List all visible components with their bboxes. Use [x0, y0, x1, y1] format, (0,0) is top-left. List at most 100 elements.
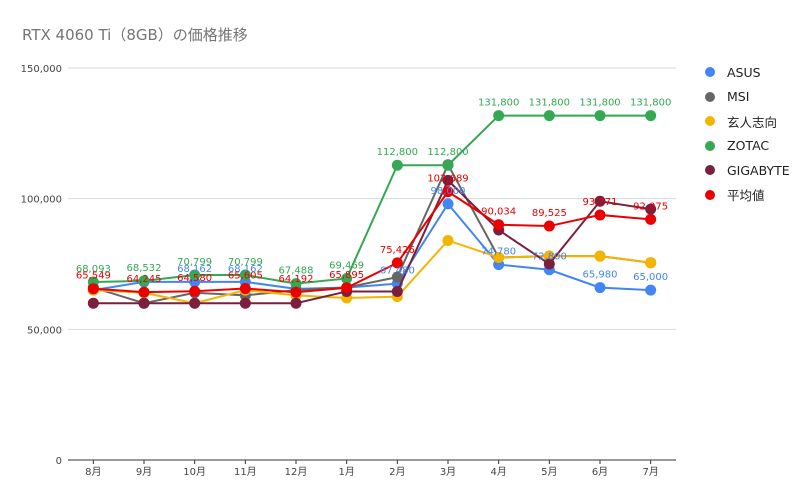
data-label: 68,532 — [127, 263, 162, 274]
data-point — [645, 213, 657, 225]
data-point — [493, 219, 505, 231]
x-tick-label: 3月 — [440, 466, 456, 478]
data-point — [645, 203, 657, 215]
legend-label: MSI — [727, 89, 750, 105]
y-tick-label: 150,000 — [21, 64, 62, 75]
data-labels: 68,162 68,162 67,480 98,000 74,780 72,800 65,9… — [76, 98, 672, 286]
data-label: 65,605 — [228, 271, 263, 282]
legend-swatch — [705, 165, 715, 176]
data-label: 131,800 — [478, 98, 519, 109]
data-point — [645, 284, 657, 296]
data-point — [138, 297, 150, 309]
legend-label: 平均値 — [727, 188, 765, 204]
data-point — [594, 282, 606, 294]
data-point — [442, 186, 454, 198]
data-point — [543, 110, 555, 122]
data-label: 112,800 — [427, 147, 468, 158]
data-point — [645, 257, 657, 269]
data-label: 69,469 — [329, 260, 364, 271]
legend-swatch — [705, 140, 715, 151]
data-label: 65,980 — [583, 270, 618, 281]
legend-item: MSI — [705, 85, 790, 110]
data-point — [442, 198, 454, 210]
series-line-3 — [93, 114, 651, 285]
legend-swatch — [705, 116, 715, 127]
x-tick-label: 6月 — [592, 466, 608, 478]
data-point — [594, 250, 606, 262]
data-point — [594, 110, 606, 122]
data-label: 64,245 — [127, 274, 162, 285]
data-label: 67,480 — [380, 266, 415, 277]
data-label: 74,780 — [481, 247, 516, 258]
series-lines — [87, 110, 657, 309]
legend-item: ASUS — [705, 60, 790, 85]
y-tick-label: 100,000 — [21, 195, 62, 206]
data-point — [239, 297, 251, 309]
legend-swatch — [705, 91, 715, 102]
data-point — [138, 275, 150, 287]
y-tick-label: 0 — [56, 456, 62, 467]
data-label: 102,689 — [427, 174, 468, 185]
x-tick-label: 1月 — [338, 466, 354, 478]
data-point — [189, 269, 201, 281]
grid-lines — [68, 67, 676, 461]
legend-label: ZOTAC — [727, 138, 770, 154]
data-point — [543, 220, 555, 232]
data-label: 65,895 — [329, 270, 364, 281]
legend-item: 玄人志向 — [705, 109, 790, 134]
data-point — [594, 209, 606, 221]
series-line-4 — [93, 178, 651, 305]
data-point — [391, 257, 403, 269]
legend-label: GIGABYTE — [727, 162, 790, 178]
data-label: 67,488 — [279, 266, 314, 277]
data-label: 70,799 — [228, 257, 263, 268]
data-label: 93,771 — [583, 197, 618, 208]
data-label: 92,075 — [633, 201, 668, 212]
data-label: 70,799 — [177, 257, 212, 268]
data-point — [87, 297, 99, 309]
data-label: 112,800 — [377, 147, 418, 158]
data-point — [543, 258, 555, 270]
x-tick-label: 8月 — [85, 466, 101, 478]
x-tick-label: 10月 — [183, 466, 206, 478]
series-line-5 — [93, 190, 651, 294]
data-label: 131,800 — [529, 98, 570, 109]
x-tick-label: 9月 — [136, 466, 152, 478]
data-point — [391, 271, 403, 283]
legend-label: 玄人志向 — [727, 114, 778, 130]
axis-labels: 0 50,000 100,000 150,000 8月 9月 10月 11月 12月 1月 2月 3月… — [21, 64, 659, 478]
x-tick-label: 7月 — [642, 466, 658, 478]
series-line-0 — [93, 202, 651, 292]
data-point — [442, 234, 454, 246]
data-point — [138, 286, 150, 298]
data-label: 98,000 — [431, 186, 466, 197]
y-tick-label: 50,000 — [27, 325, 62, 336]
data-point — [493, 251, 505, 263]
data-point — [341, 282, 353, 294]
chart-title: RTX 4060 Ti（8GB）の価格推移 — [22, 26, 248, 44]
data-label: 64,580 — [177, 273, 212, 284]
data-point — [391, 159, 403, 171]
legend-item: 平均値 — [705, 183, 790, 208]
data-point — [290, 278, 302, 290]
data-point — [239, 269, 251, 281]
x-tick-label: 4月 — [490, 466, 506, 478]
data-point — [543, 250, 555, 262]
data-point — [442, 174, 454, 186]
data-point — [391, 285, 403, 297]
data-label: 72,800 — [532, 252, 567, 263]
data-label: 64,192 — [279, 274, 314, 285]
legend-label: ASUS — [727, 64, 761, 80]
series-line-2 — [93, 239, 651, 305]
data-point — [189, 297, 201, 309]
data-label: 65,000 — [633, 272, 668, 283]
data-label: 68,162 — [177, 264, 212, 275]
data-label: 68,093 — [76, 264, 111, 275]
data-label: 75,426 — [380, 245, 415, 256]
data-point — [442, 159, 454, 171]
data-label: 131,800 — [630, 98, 671, 109]
x-tick-label: 5月 — [541, 466, 557, 478]
data-point — [87, 283, 99, 295]
legend: ASUS MSI 玄人志向 ZOTAC GIGABYTE 平均値 — [705, 60, 790, 207]
